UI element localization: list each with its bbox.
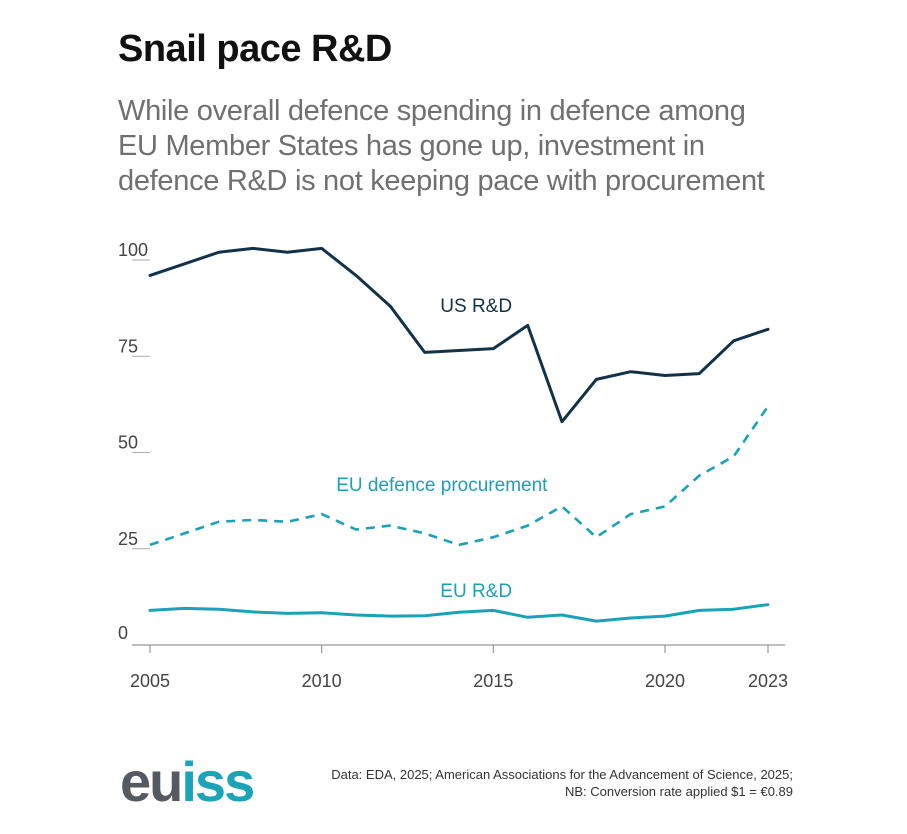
- x-tick-label: 2020: [645, 671, 685, 691]
- x-tick-label: 2005: [130, 671, 170, 691]
- x-axis: 2005 2010 2015 2020 2023: [130, 644, 788, 691]
- x-tick-label: 2023: [748, 671, 788, 691]
- y-axis-labels: 0 25 50 75 100: [118, 240, 148, 643]
- y-tick-label: 75: [118, 336, 138, 356]
- x-tick-label: 2015: [473, 671, 513, 691]
- series-labels: US R&D EU defence procurement EU R&D: [336, 296, 548, 602]
- y-tick-label: 25: [118, 529, 138, 549]
- series-lines: [148, 246, 770, 623]
- series-line-eu-defence-procurement: [149, 405, 770, 547]
- series-line-us-r-d: [148, 246, 770, 424]
- y-tick-label: 50: [118, 433, 138, 453]
- euiss-logo: eu iss: [120, 750, 255, 813]
- y-tick-label: 0: [118, 623, 128, 643]
- conversion-note: NB: Conversion rate applied $1 = €0.89: [564, 784, 793, 799]
- logo-text-eu: eu: [120, 750, 183, 813]
- line-chart: 2005 2010 2015 2020 2023 0 25 50 75 100 US R&D EU…: [118, 240, 788, 691]
- series-label: US R&D: [440, 296, 512, 317]
- logo-text-iss: iss: [181, 750, 255, 813]
- chart-title: Snail pace R&D: [118, 28, 392, 70]
- series-label: EU R&D: [440, 581, 512, 602]
- x-tick-label: 2010: [302, 671, 342, 691]
- source-line: Data: EDA, 2025; American Associations f…: [331, 767, 793, 782]
- series-label: EU defence procurement: [336, 475, 548, 496]
- series-line-eu-r-d: [148, 603, 770, 623]
- source-note: Data: EDA, 2025; American Associations f…: [331, 766, 793, 800]
- chart-subtitle: While overall defence spending in defenc…: [118, 95, 765, 197]
- y-gridlines: [132, 259, 150, 550]
- y-tick-label: 100: [118, 240, 148, 260]
